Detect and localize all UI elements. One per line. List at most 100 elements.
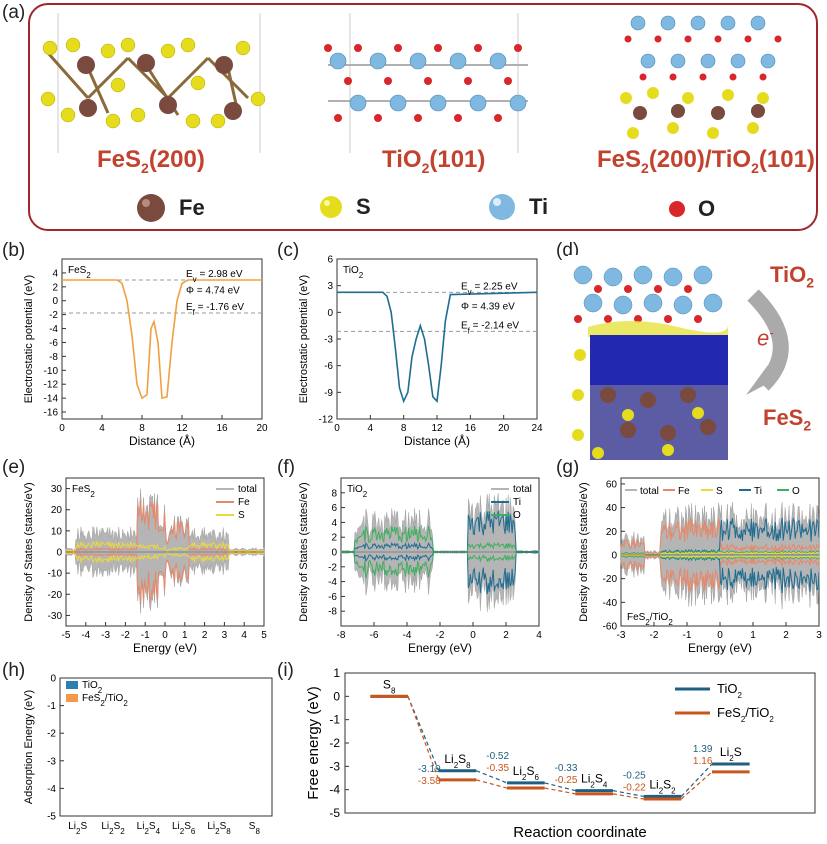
chart-h-ylabel: Adsorption Energy (eV) (23, 690, 35, 804)
chart-b-ytick-label-2: 0 (52, 296, 58, 307)
chart-i-ytick-label-2: -1 (329, 713, 340, 727)
chart-e-ytick-label-1: 20 (51, 505, 63, 516)
chart-f-ytick-label-2: 4 (331, 518, 337, 529)
panel-label-g: (g) (556, 457, 580, 478)
chart-b-xtick-label-4: 16 (216, 423, 228, 434)
chart-f-xtick-label-3: -2 (436, 630, 445, 641)
chart-h-ytick-label-3: -3 (47, 756, 56, 767)
chart-i-ytick-label-1: 0 (333, 689, 340, 703)
panel-label-b: (b) (2, 240, 26, 261)
chart-i-connector-1-3 (612, 793, 644, 800)
legend-o: O (668, 196, 715, 222)
chart-b-xtick-label-5: 20 (256, 423, 268, 434)
chart-i-connector-0-0 (407, 696, 440, 771)
crystal-structures (40, 13, 782, 153)
chart-g-legend-label-3: Ti (754, 486, 762, 497)
chart-g-xtick-label-1: -2 (650, 630, 659, 641)
chart-i-ytick-label-4: -3 (329, 759, 340, 773)
chart-c-potential-curve (337, 291, 538, 404)
chart-h-category-label-4: Li2S8 (207, 821, 231, 836)
chart-f-legend-label-2: O (513, 510, 521, 521)
chart-h-legend-label-1: FeS2/TiO2 (82, 693, 128, 708)
chart-h-legend-swatch-1 (66, 694, 78, 702)
chart-e-xtick-label-5: 0 (162, 630, 168, 641)
chart-f-xlabel: Energy (eV) (408, 641, 472, 655)
chart-c-annotation-1: Φ = 4.39 eV (461, 301, 515, 312)
chart-i-delta-0-2: -0.33 (555, 763, 578, 774)
chart-e-ytick-label-0: 30 (51, 484, 63, 495)
chart-f-ylabel: Density of States (states/eV) (298, 482, 310, 621)
chart-h-ytick-label-1: -1 (47, 701, 56, 712)
heterostructure-drawing (620, 15, 782, 139)
chart-b-ytick-label-10: -16 (44, 408, 59, 419)
chart-c-ytick-label-2: 0 (327, 308, 333, 319)
chart-h-ytick-label-5: -5 (47, 812, 56, 823)
chart-h-ytick-label-4: -4 (47, 784, 56, 795)
panel-label-i: (i) (277, 660, 294, 681)
tio2-slab-drawing (324, 13, 528, 153)
chart-g-xtick-label-5: 2 (783, 630, 789, 641)
chart-h-category-label-1: Li2S2 (101, 821, 125, 836)
chart-i-delta-1-1: -0.35 (486, 763, 509, 774)
chart-c-annotation-2: Ef = -2.14 eV (461, 320, 519, 335)
structures-box (28, 3, 818, 231)
chart-g-legend-label-2: S (716, 486, 723, 497)
chart-f-xtick-label-2: -4 (403, 630, 412, 641)
panel-label-h: (h) (2, 660, 26, 681)
chart-h-ytick-label-2: -2 (47, 729, 56, 740)
chart-g-ytick-label-4: -20 (603, 574, 618, 585)
chart-h-category-label-2: Li2S4 (137, 821, 161, 836)
chart-c-xtick-label-3: 12 (431, 423, 443, 434)
chart-e-xlabel: Energy (eV) (133, 641, 197, 655)
chart-b-ytick-label-1: 2 (52, 282, 58, 293)
chart-e-ytick-label-4: -10 (48, 569, 63, 580)
chart-i-connector-1-1 (476, 779, 508, 789)
chart-i-ytick-label-3: -2 (329, 736, 340, 750)
fes2-slab-drawing (40, 13, 266, 153)
chart-f-xtick-label-6: 4 (536, 630, 542, 641)
chart-g-legend-label-0: total (640, 486, 659, 497)
chart-i-connector-1-0 (407, 696, 440, 781)
chart-f-ytick-label-8: -8 (328, 607, 337, 618)
chart-i-step-label-1: Li2S8 (444, 752, 471, 770)
chart-h-category-label-3: Li2S6 (172, 821, 196, 836)
chart-g-material-label: FeS2/TiO2 (627, 612, 673, 627)
chart-c-ytick-label-3: -3 (324, 335, 333, 346)
chart-c-ytick-label-6: -12 (319, 415, 334, 426)
chart-i-step-label-5: Li2S (720, 745, 742, 763)
tio2-title: TiO2(101) (382, 146, 486, 176)
chart-h-category-label-0: Li2S (68, 821, 87, 836)
chart-i-delta-1-0: -3.58 (418, 776, 441, 787)
chart-c-ytick-label-4: -6 (324, 361, 333, 372)
chart-e-material-label: FeS2 (72, 484, 95, 499)
chart-i-connector-0-1 (476, 770, 508, 784)
chart-b-xtick-label-0: 0 (59, 423, 65, 434)
chart-e-xtick-label-8: 3 (222, 630, 228, 641)
chart-b-ytick-label-6: -8 (49, 352, 58, 363)
chart-b-ytick-label-7: -10 (44, 366, 59, 377)
chart-c-ytick-label-5: -9 (324, 388, 333, 399)
panel-label-a: (a) (2, 2, 26, 23)
chart-g-ytick-label-2: 20 (606, 527, 618, 538)
chart-h-category-label-5: S8 (249, 821, 261, 836)
chart-e-fe-dos-down (65, 551, 265, 605)
chart-i-delta-0-1: -0.52 (486, 751, 509, 762)
chart-i-delta-1-4: 1.16 (693, 756, 713, 767)
chart-b-xtick-label-2: 8 (139, 423, 145, 434)
panel-d-electron-label: e- (757, 325, 774, 351)
chart-b-frame (61, 258, 263, 420)
chart-g-ytick-label-6: -60 (603, 622, 618, 633)
chart-g-xtick-label-6: 3 (816, 630, 822, 641)
chart-i-connector-1-4 (680, 771, 713, 800)
chart-f-ytick-label-3: 2 (331, 533, 337, 544)
chart-i-delta-0-3: -0.25 (623, 771, 646, 782)
panel-label-c: (c) (277, 240, 300, 261)
chart-g-ytick-label-5: -40 (603, 598, 618, 609)
chart-i-connector-0-4 (680, 763, 713, 797)
chart-e-legend-label-0: total (238, 484, 257, 495)
legend-fe: Fe (135, 192, 205, 224)
chart-f-ytick-label-6: -4 (328, 577, 337, 588)
chart-i-free-energy: 1 0 -1 -2 -3 -4 -5 Free energy (eV) Reaction coo… (305, 666, 816, 841)
chart-e-ylabel: Density of States (states/eV) (23, 482, 35, 621)
